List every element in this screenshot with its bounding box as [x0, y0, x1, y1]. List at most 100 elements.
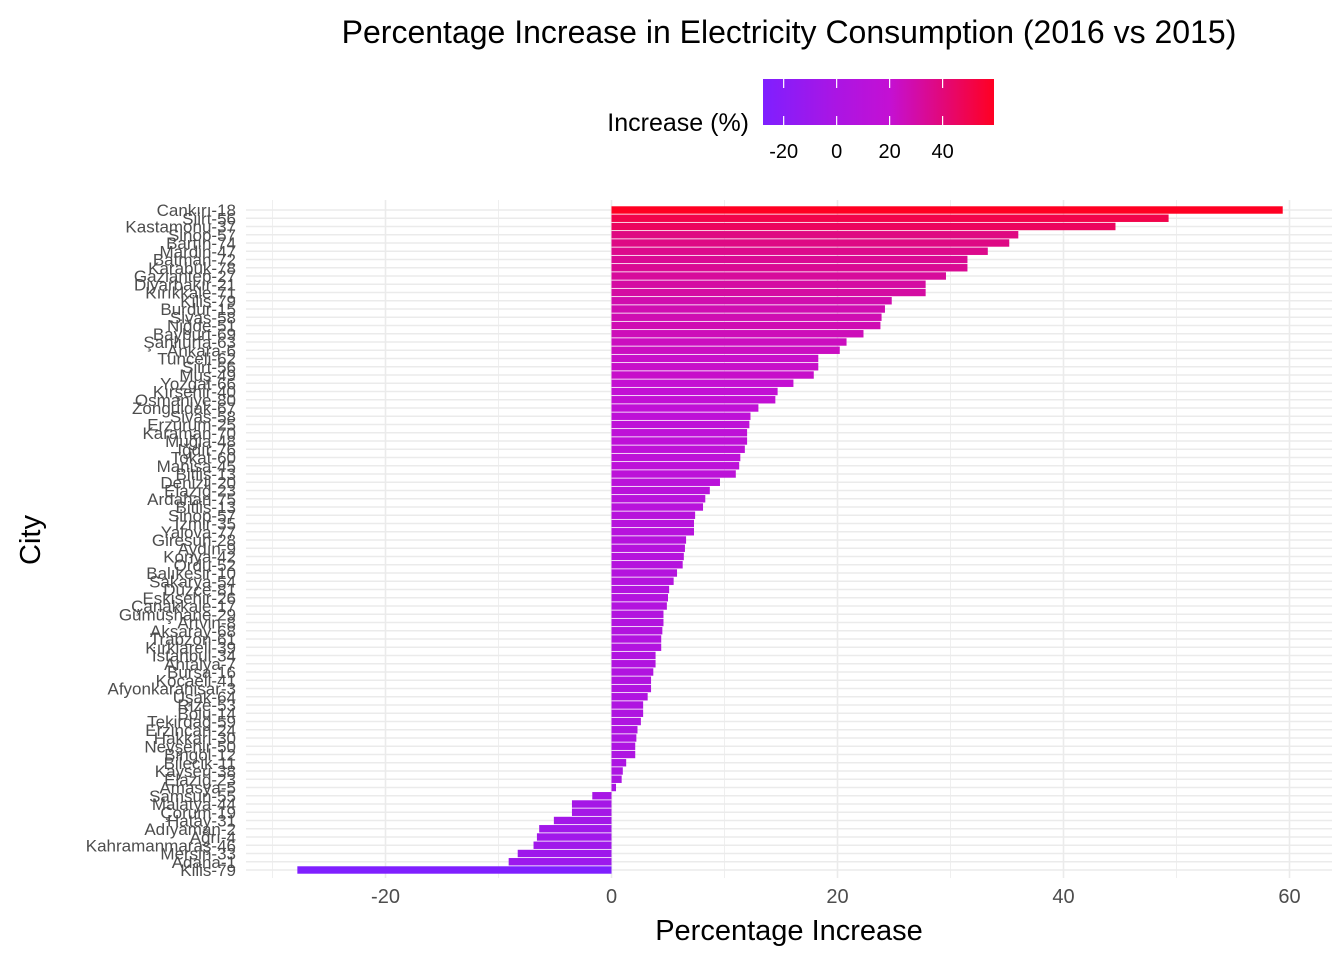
y-tick-label: Adıyaman-2 [144, 820, 236, 839]
bar [611, 346, 840, 354]
bar [611, 742, 636, 750]
bar [611, 478, 720, 486]
y-tick-label: Cankırı-18 [157, 201, 236, 220]
bar [571, 808, 612, 816]
bar [611, 231, 1019, 239]
y-tick-label: Osmaniye-80 [135, 391, 236, 410]
y-tick-label: Karabük-78 [148, 259, 236, 278]
y-tick-label: Malatya-44 [152, 795, 236, 814]
bar [611, 750, 636, 759]
bar [539, 825, 612, 833]
bar [611, 569, 678, 577]
bar [611, 544, 685, 552]
y-tick-label: Hatay-31 [167, 812, 236, 831]
y-tick-label: Bartın-74 [166, 234, 236, 253]
bar [611, 462, 740, 470]
y-tick-label: Bilecik-11 [164, 754, 236, 773]
bar [611, 561, 683, 569]
bar [611, 651, 656, 660]
y-tick-label: Elazığ-23 [164, 482, 236, 501]
y-tick-label: Diyarbakır-21 [134, 275, 236, 294]
bar [611, 272, 946, 280]
y-tick-label: Burdur-15 [160, 300, 236, 319]
bar [611, 354, 819, 363]
bar [611, 445, 745, 453]
x-tick-label: -20 [371, 886, 400, 908]
y-tick-label: Kilis-79 [180, 292, 236, 311]
y-tick-label: Sakarya-54 [149, 572, 236, 591]
y-tick-label: Konya-42 [163, 548, 236, 567]
bar [611, 321, 881, 330]
legend-tick-label: 40 [931, 141, 953, 163]
bar [611, 305, 885, 313]
y-tick-label: Mersin-33 [160, 845, 236, 864]
x-axis-tick-labels: -20 0 20 40 60 [371, 886, 1301, 908]
y-tick-label: Hakkari-30 [154, 729, 236, 748]
y-tick-label: Bitlis-13 [176, 498, 236, 517]
y-tick-label: Rize-53 [177, 696, 236, 715]
bar [611, 627, 663, 635]
bar [611, 280, 926, 288]
y-tick-label: Erzurum-25 [147, 416, 236, 435]
bar [571, 800, 612, 808]
bar [611, 528, 694, 536]
bar [611, 717, 641, 726]
bar [611, 734, 637, 742]
x-tick-label: 0 [606, 886, 617, 908]
bar [611, 396, 776, 404]
y-tick-label: Karaman-70 [142, 424, 236, 443]
bar [611, 643, 662, 651]
y-tick-label: Sinop-57 [168, 506, 236, 525]
bar [611, 594, 668, 602]
y-tick-label: Nevşehir-50 [144, 737, 236, 756]
y-tick-label: Eskişehir-26 [142, 589, 236, 608]
bar [611, 486, 710, 495]
bar [611, 387, 778, 396]
chart-title: Percentage Increase in Electricity Consu… [342, 14, 1237, 50]
bar [508, 858, 612, 866]
y-tick-label: Denizli-20 [160, 473, 236, 492]
y-tick-label: Kayseri-38 [155, 762, 236, 781]
y-tick-label: Ankara-6 [167, 341, 236, 360]
color-legend: Increase (%) -20 0 20 40 [607, 79, 994, 163]
y-tick-label: İzmir-35 [175, 515, 236, 534]
y-tick-label: Sivas-58 [170, 407, 236, 426]
bar [611, 660, 656, 668]
bar [611, 618, 664, 627]
y-tick-label: Tekirdağ-59 [147, 713, 236, 732]
y-tick-label: Amasya-5 [159, 779, 236, 798]
y-tick-label: Artvin-8 [177, 614, 236, 633]
bar [611, 577, 674, 585]
y-tick-label: Afyonkarahisar-3 [107, 680, 236, 699]
y-tick-label: Uşak-64 [173, 688, 236, 707]
bar [611, 330, 864, 338]
bar [536, 833, 612, 841]
y-tick-label: Kilis-79 [180, 861, 236, 880]
bar [611, 470, 736, 478]
y-tick-label: Ardahan-75 [147, 490, 236, 509]
bar [611, 338, 847, 346]
y-tick-label: Çorum-19 [160, 803, 236, 822]
y-tick-label: Kırıkkale-71 [145, 284, 236, 303]
legend-ticks: -20 0 20 40 [769, 79, 954, 163]
y-axis-tick-labels: Cankırı-18Siirt-56Kastamonu-37Sinop-57Ba… [86, 201, 236, 880]
bar [611, 264, 968, 272]
bars [297, 206, 1283, 874]
bar [611, 585, 670, 594]
bar [611, 412, 751, 420]
y-tick-label: Mardin-47 [159, 242, 236, 261]
legend-tick-label: 20 [879, 141, 901, 163]
bar [611, 214, 1169, 222]
bar [611, 371, 814, 379]
legend-tick-label: 0 [831, 141, 842, 163]
y-tick-label: Gümüşhane-29 [119, 605, 236, 624]
bar [611, 453, 741, 462]
bar [592, 792, 612, 800]
bar [611, 420, 750, 429]
bar [517, 849, 612, 858]
y-tick-label: Batman-72 [153, 251, 236, 270]
y-tick-label: Kırşehir-40 [153, 383, 236, 402]
y-tick-label: Elazığ-23 [164, 770, 236, 789]
x-tick-label: 40 [1052, 886, 1074, 908]
bar [611, 206, 1283, 214]
